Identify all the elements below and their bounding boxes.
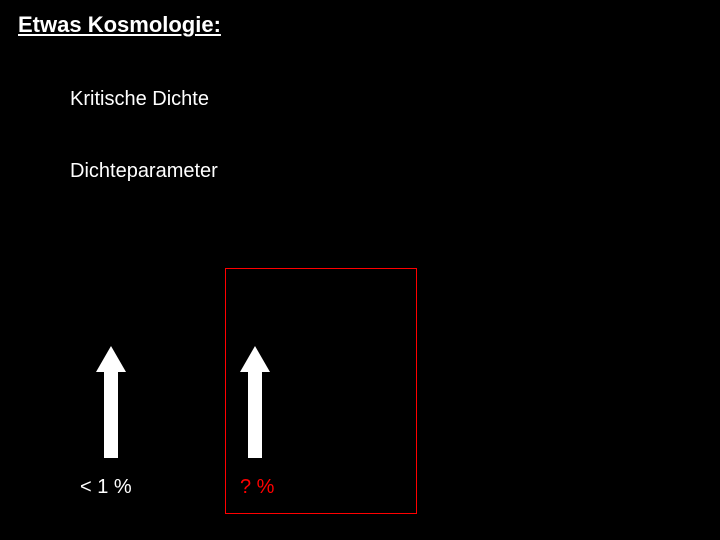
arrow-right-shaft: [248, 370, 262, 458]
arrow-left-head-icon: [96, 346, 126, 372]
slide-root: Etwas Kosmologie: Kritische Dichte Dicht…: [0, 0, 720, 540]
arrow-left-shaft: [104, 370, 118, 458]
slide-title: Etwas Kosmologie:: [18, 12, 221, 38]
label-kritische-dichte: Kritische Dichte: [70, 88, 209, 111]
label-question-percent: ? %: [240, 476, 274, 499]
label-dichteparameter: Dichteparameter: [70, 160, 218, 183]
label-lt-1-percent: < 1 %: [80, 476, 132, 499]
arrow-right-head-icon: [240, 346, 270, 372]
